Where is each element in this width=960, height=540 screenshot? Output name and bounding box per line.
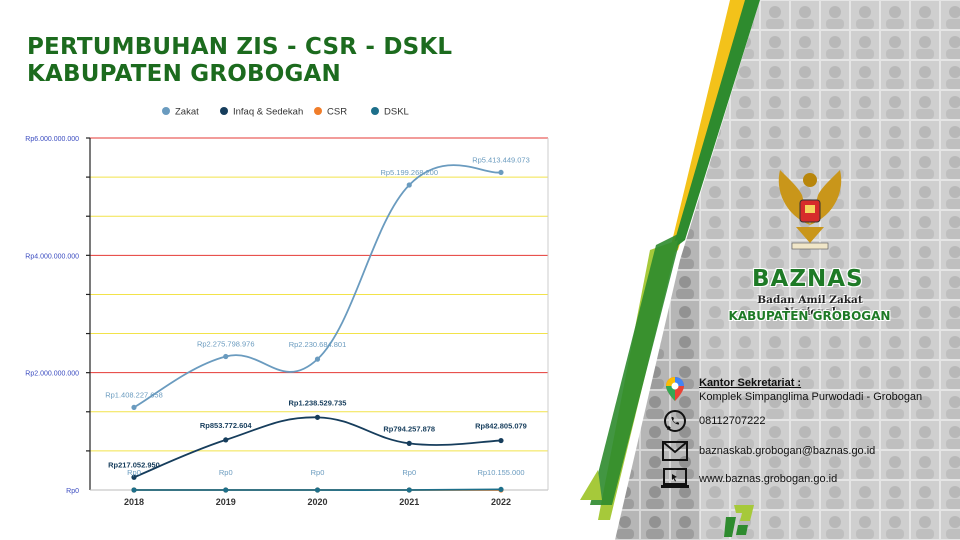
data-point bbox=[131, 404, 137, 410]
data-label: Rp0 bbox=[127, 468, 141, 477]
series-line bbox=[133, 164, 502, 409]
legend-label: CSR bbox=[327, 107, 347, 118]
data-label: Rp2.230.684.801 bbox=[289, 340, 347, 349]
x-tick-label: 2019 bbox=[216, 497, 236, 507]
photo-collage-background bbox=[615, 0, 960, 540]
data-label: Rp2.275.798.976 bbox=[197, 339, 255, 348]
data-point bbox=[314, 356, 321, 362]
legend-label: Infaq & Sedekah bbox=[233, 107, 303, 118]
phone-row: 08112707222 bbox=[660, 408, 765, 434]
legend-marker bbox=[220, 107, 228, 115]
website-row: www.baznas.grobogan.go.id bbox=[660, 466, 837, 492]
office-text: Kantor Sekretariat : Komplek Simpanglima… bbox=[699, 376, 922, 404]
data-label: Rp5.199.268.200 bbox=[380, 168, 438, 177]
office-row: Kantor Sekretariat : Komplek Simpanglima… bbox=[660, 376, 922, 404]
baznas-mark-icon bbox=[724, 505, 754, 537]
whatsapp-icon bbox=[660, 408, 690, 434]
data-point bbox=[406, 182, 412, 188]
green-stripe-top bbox=[672, 0, 760, 250]
x-tick-label: 2020 bbox=[307, 497, 327, 507]
baznas-logo-text: BAZNAS bbox=[752, 266, 864, 292]
legend-label: Zakat bbox=[175, 107, 199, 118]
data-point bbox=[498, 437, 504, 444]
data-label: Rp0 bbox=[311, 468, 325, 477]
office-label: Kantor Sekretariat : bbox=[699, 377, 802, 389]
data-label: Rp1.408.227.658 bbox=[105, 390, 163, 399]
title-line-2: KABUPATEN GROBOGAN bbox=[27, 61, 341, 87]
x-tick-label: 2018 bbox=[124, 497, 144, 507]
map-pin-icon bbox=[660, 376, 690, 402]
green-stripe-bottom bbox=[590, 232, 682, 505]
data-label: Rp794.257.878 bbox=[383, 424, 435, 433]
growth-line-chart: Zakat Infaq & Sedekah CSR DSKL Rp0 Rp2.000.0… bbox=[25, 107, 549, 507]
chart-grid bbox=[90, 137, 548, 452]
data-point bbox=[223, 353, 229, 360]
email-row: baznaskab.grobogan@baznas.go.id bbox=[660, 438, 875, 464]
chart-data-labels: Rp1.408.227.658 Rp2.275.798.976 Rp2.230.68… bbox=[105, 155, 530, 477]
y-tick-label: Rp4.000.000.000 bbox=[25, 253, 79, 260]
data-label: Rp10.155.000 bbox=[477, 468, 524, 477]
baznas-logo-subtitle: Badan Amil Zakat Nasional bbox=[757, 294, 863, 318]
chart-axes: Rp0 Rp2.000.000.000 Rp4.000.000.000 Rp6.000… bbox=[25, 136, 549, 507]
data-point bbox=[131, 474, 137, 480]
website-url[interactable]: www.baznas.grobogan.go.id bbox=[699, 473, 838, 485]
y-tick-label: Rp0 bbox=[66, 488, 79, 495]
data-point bbox=[314, 487, 321, 493]
y-tick-label: Rp2.000.000.000 bbox=[25, 371, 79, 378]
page-title: PERTUMBUHAN ZIS - CSR - DSKL KABUPATEN G… bbox=[27, 34, 452, 88]
data-point bbox=[223, 487, 229, 493]
office-address: Komplek Simpanglima Purwodadi - Grobogan bbox=[699, 391, 923, 403]
chart-legend: Zakat Infaq & Sedekah CSR DSKL bbox=[162, 107, 409, 118]
data-label: Rp853.772.604 bbox=[200, 421, 253, 430]
laptop-icon bbox=[660, 466, 690, 492]
data-label: Rp0 bbox=[219, 468, 233, 477]
data-point bbox=[498, 486, 504, 493]
data-label: Rp0 bbox=[402, 468, 416, 477]
data-point bbox=[498, 169, 504, 176]
data-label: Rp1.238.529.735 bbox=[289, 398, 347, 407]
email-address[interactable]: baznaskab.grobogan@baznas.go.id bbox=[699, 445, 876, 457]
mail-icon bbox=[660, 438, 690, 464]
legend-marker bbox=[371, 107, 379, 115]
legend-label: DSKL bbox=[384, 107, 409, 118]
data-point bbox=[406, 487, 412, 493]
garuda-emblem-icon bbox=[778, 170, 842, 250]
x-tick-label: 2022 bbox=[491, 497, 511, 507]
data-label: Rp842.805.079 bbox=[475, 422, 527, 431]
brand-panel bbox=[580, 0, 960, 540]
data-point bbox=[406, 440, 412, 447]
data-point bbox=[131, 487, 137, 493]
phone-number: 08112707222 bbox=[699, 415, 766, 427]
baznas-logo-region: KABUPATEN GROBOGAN bbox=[728, 309, 891, 323]
x-tick-label: 2021 bbox=[399, 497, 419, 507]
data-point bbox=[223, 437, 229, 443]
legend-marker bbox=[162, 107, 170, 115]
data-point bbox=[314, 414, 321, 420]
data-label: Rp5.413.449.073 bbox=[472, 155, 530, 164]
data-label: Rp217.052.950 bbox=[108, 460, 160, 469]
y-tick-label: Rp6.000.000.000 bbox=[25, 136, 79, 143]
legend-marker bbox=[314, 107, 322, 115]
title-line-1: PERTUMBUHAN ZIS - CSR - DSKL bbox=[27, 34, 453, 60]
chart-series bbox=[131, 164, 504, 493]
